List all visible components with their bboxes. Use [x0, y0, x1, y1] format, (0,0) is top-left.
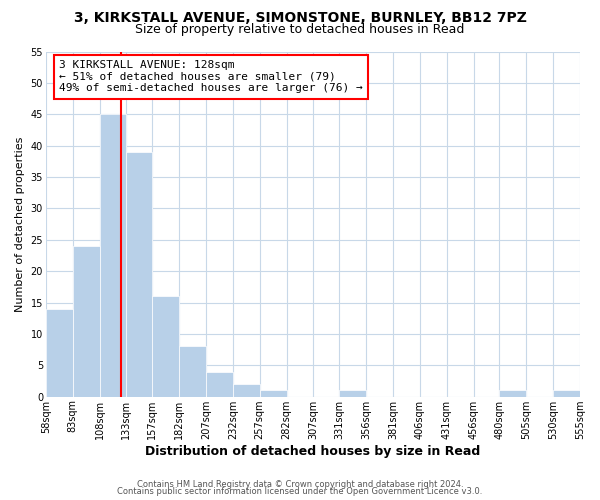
Bar — [179, 346, 206, 397]
Text: 3, KIRKSTALL AVENUE, SIMONSTONE, BURNLEY, BB12 7PZ: 3, KIRKSTALL AVENUE, SIMONSTONE, BURNLEY… — [74, 11, 526, 25]
Bar — [206, 372, 233, 396]
Bar — [152, 296, 179, 396]
Text: 3 KIRKSTALL AVENUE: 128sqm
← 51% of detached houses are smaller (79)
49% of semi: 3 KIRKSTALL AVENUE: 128sqm ← 51% of deta… — [59, 60, 363, 94]
Y-axis label: Number of detached properties: Number of detached properties — [15, 136, 25, 312]
Bar — [499, 390, 526, 396]
Bar — [73, 246, 100, 396]
Text: Size of property relative to detached houses in Read: Size of property relative to detached ho… — [136, 22, 464, 36]
Bar — [46, 309, 73, 396]
X-axis label: Distribution of detached houses by size in Read: Distribution of detached houses by size … — [145, 444, 481, 458]
Bar — [339, 390, 366, 396]
Bar — [260, 390, 287, 396]
Bar — [233, 384, 260, 396]
Text: Contains public sector information licensed under the Open Government Licence v3: Contains public sector information licen… — [118, 487, 482, 496]
Bar — [100, 114, 127, 396]
Bar — [127, 152, 152, 396]
Bar — [553, 390, 580, 396]
Text: Contains HM Land Registry data © Crown copyright and database right 2024.: Contains HM Land Registry data © Crown c… — [137, 480, 463, 489]
